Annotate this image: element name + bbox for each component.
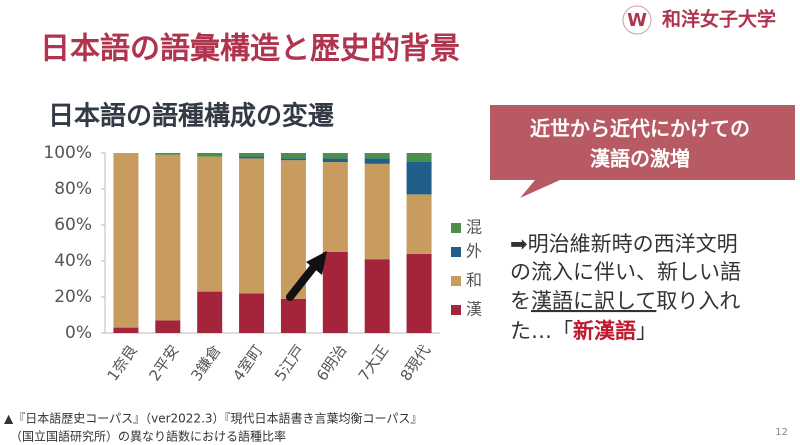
body: ➡明治維新時の西洋文明 の流入に伴い、新しい語 を漢語に訳して取り入れ た…「新… bbox=[510, 232, 741, 343]
bar-segment bbox=[197, 156, 223, 292]
body-text: を bbox=[510, 289, 531, 313]
bar-segment bbox=[239, 158, 265, 294]
y-tick-label: 20% bbox=[54, 287, 92, 307]
chart-title: 日本語の語種構成の変遷 bbox=[48, 101, 334, 132]
body-line: を漢語に訳して取り入れ bbox=[510, 289, 740, 313]
logo-ring bbox=[622, 5, 652, 35]
body-text: 」 bbox=[636, 319, 657, 343]
slide-title: 日本語の語彙構造と歴史的背景 bbox=[40, 32, 460, 67]
y-tick-label: 0% bbox=[65, 323, 92, 343]
bar-segment bbox=[155, 320, 181, 333]
logo-text: 和洋女子大学 bbox=[662, 8, 776, 31]
legend-swatch bbox=[451, 305, 461, 315]
bar-segment bbox=[113, 153, 139, 328]
legend-label: 混 bbox=[466, 218, 482, 237]
y-tick-label: 100% bbox=[43, 143, 92, 163]
bar-segment bbox=[280, 153, 306, 159]
legend-swatch bbox=[451, 276, 461, 286]
bar-segment bbox=[406, 253, 432, 333]
arrow-head bbox=[306, 251, 327, 275]
bar-segment bbox=[239, 293, 265, 333]
bar-segment bbox=[364, 163, 390, 260]
body-text: 取り入れ bbox=[656, 289, 740, 313]
bar-segment bbox=[364, 259, 390, 333]
page-number: 12 bbox=[775, 427, 788, 438]
callout-line: 近世から近代にかけての bbox=[530, 117, 750, 141]
legend-swatch bbox=[451, 247, 461, 257]
legend-swatch bbox=[451, 223, 461, 233]
bar-segment bbox=[406, 153, 432, 162]
body-line: ➡明治維新時の西洋文明 bbox=[510, 232, 738, 256]
callout-box bbox=[490, 105, 795, 198]
body-line: の流入に伴い、新しい語 bbox=[510, 260, 741, 284]
bar-segment bbox=[280, 158, 306, 161]
body-highlight: 新漢語 bbox=[573, 319, 636, 343]
arrow-shaft bbox=[286, 260, 320, 301]
bar-segment bbox=[197, 291, 223, 333]
bar-segment bbox=[322, 252, 348, 333]
bar-segment bbox=[239, 153, 265, 157]
bar-segment bbox=[364, 153, 390, 159]
bar-segment bbox=[364, 158, 390, 164]
bar-segment bbox=[113, 327, 139, 333]
bar-segment bbox=[280, 298, 306, 333]
bar-segment bbox=[197, 153, 223, 157]
logo-mark: W bbox=[627, 10, 647, 31]
footnote: ▲『日本語歴史コーパス』（ver2022.3）『現代日本語書き言葉均衡コーパス』 bbox=[4, 411, 422, 426]
y-tick-label: 60% bbox=[54, 215, 92, 235]
body-underline: 漢語に訳して bbox=[531, 289, 656, 313]
bar-segment bbox=[322, 158, 348, 162]
bar-segment bbox=[322, 153, 348, 159]
body-line: た…「新漢語」 bbox=[510, 319, 657, 343]
bar-segment bbox=[406, 162, 432, 195]
bar-segment bbox=[239, 156, 265, 159]
legend-label: 漢 bbox=[466, 300, 482, 319]
bar-segment bbox=[322, 162, 348, 252]
y-tick-label: 40% bbox=[54, 251, 92, 271]
footnote: （国立国語研究所）の異なり語数における語種比率 bbox=[10, 429, 286, 444]
callout-line: 漢語の激増 bbox=[590, 147, 690, 171]
bar-segment bbox=[406, 194, 432, 254]
arrow bbox=[286, 251, 327, 301]
body-text: た…「 bbox=[510, 319, 573, 343]
legend-label: 和 bbox=[466, 271, 482, 290]
legend-label: 外 bbox=[466, 242, 482, 261]
bar-segment bbox=[155, 154, 181, 321]
y-tick-label: 80% bbox=[54, 179, 92, 199]
bar-segment bbox=[155, 153, 181, 155]
